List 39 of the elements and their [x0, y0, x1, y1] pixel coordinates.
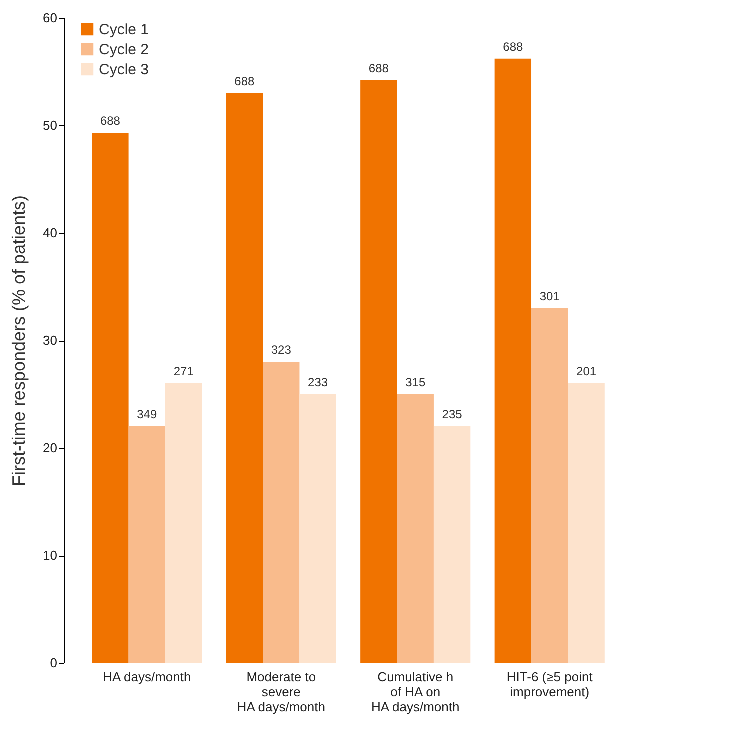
bar — [300, 394, 336, 663]
legend-label: Cycle 1 — [99, 22, 150, 38]
y-tick-label: 60 — [43, 10, 58, 26]
y-tick-label: 30 — [43, 333, 58, 348]
x-tick-label: HA days/month — [103, 670, 192, 684]
y-tick-label: 20 — [43, 440, 58, 456]
bar — [568, 384, 605, 663]
y-tick-label: 0 — [50, 656, 58, 670]
annotation: 271 — [174, 364, 194, 378]
bar — [165, 384, 202, 663]
annotation: 688 — [368, 61, 390, 76]
annotation: 688 — [503, 40, 524, 54]
legend-label: Cycle 2 — [99, 42, 150, 58]
annotation: 688 — [234, 74, 256, 88]
bar — [532, 308, 568, 663]
bar — [226, 93, 264, 663]
annotation: 349 — [137, 408, 158, 422]
annotation: 301 — [540, 289, 560, 304]
bar — [360, 80, 398, 663]
x-tick-label: Moderate to severe HA days/month — [237, 670, 326, 714]
y-tick-label: 40 — [43, 226, 58, 240]
y-axis-title: First-time responders (% of patients) — [9, 195, 30, 487]
annotation: 315 — [406, 375, 426, 390]
bar — [92, 133, 129, 663]
x-tick-label: HIT-6 (≥5 point improvement) — [506, 670, 594, 700]
bar — [397, 394, 434, 663]
annotation: 688 — [100, 114, 121, 128]
bar — [434, 426, 471, 663]
legend-label: Cycle 3 — [99, 62, 150, 78]
y-tick-label: 10 — [43, 548, 58, 563]
bar — [494, 58, 532, 663]
annotation: 201 — [576, 364, 597, 378]
annotation: 235 — [442, 408, 463, 422]
bar — [128, 426, 166, 663]
x-tick-label: Cumulative h of HA on HA days/month — [372, 670, 460, 714]
bar — [263, 362, 300, 663]
annotation: 323 — [271, 343, 292, 357]
annotation: 233 — [308, 375, 328, 390]
y-tick-label: 50 — [43, 118, 58, 133]
